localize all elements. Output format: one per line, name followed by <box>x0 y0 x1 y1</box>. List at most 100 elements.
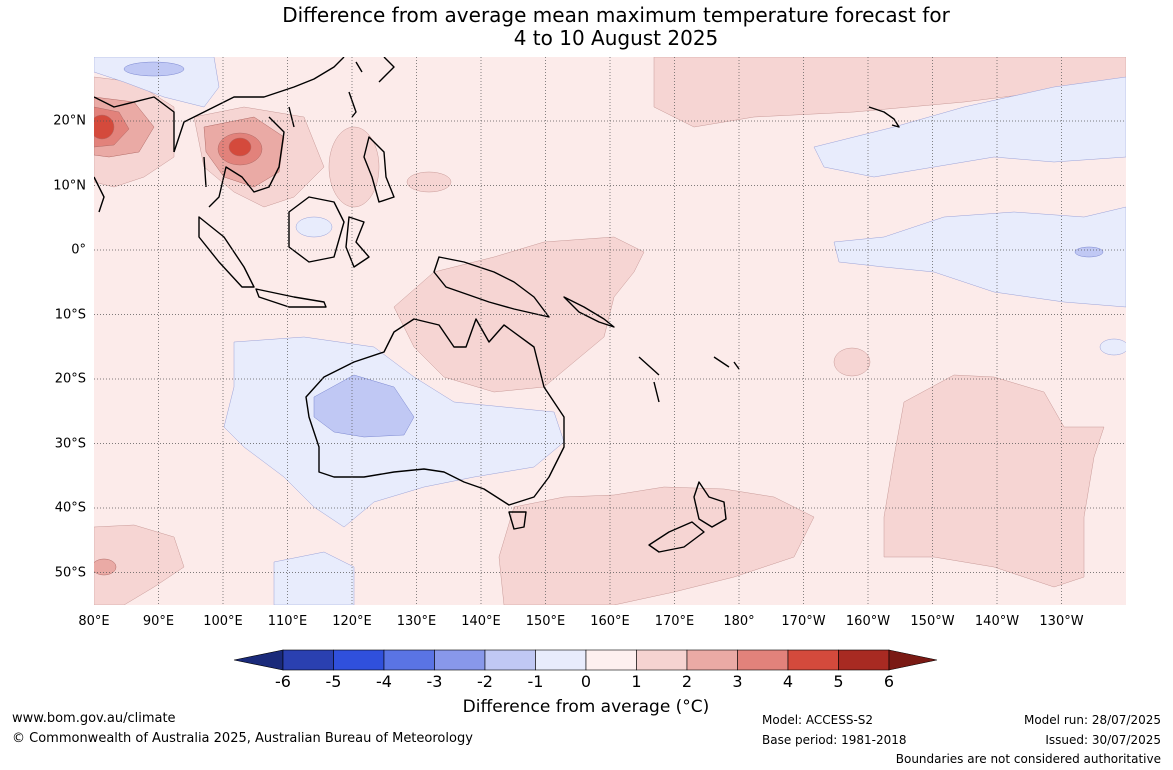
anomaly-region-pacific-cold <box>1074 246 1104 258</box>
x-tick-label: 100°E <box>203 614 243 629</box>
coastline-tasmania <box>508 511 527 530</box>
anomaly-region-india-peak <box>94 114 115 140</box>
x-tick-label: 110°E <box>267 614 308 629</box>
anomaly-region-cook-islands-cool <box>1099 338 1126 356</box>
anomaly-region-fiji <box>833 347 871 377</box>
gridlines <box>94 57 1126 605</box>
colorbar-tick-label: -6 <box>275 672 291 691</box>
x-tick-label: 130°E <box>396 614 437 629</box>
anomaly-region-micronesia <box>406 171 452 193</box>
x-tick-label: 120°E <box>332 614 372 629</box>
colorbar-tick-label: 0 <box>580 672 592 691</box>
title-line-2: 4 to 10 August 2025 <box>513 26 719 50</box>
anomaly-region-southern-ocean-cool <box>273 551 355 605</box>
model-run-date: Model run: 28/07/2025 <box>1023 713 1161 727</box>
anomaly-region-png-coral-sea <box>393 236 645 393</box>
y-tick-label: 30°S <box>54 436 86 451</box>
coastline-philippines <box>363 136 395 203</box>
coastline-java <box>255 288 327 308</box>
coastline-japan-taiwan <box>348 57 395 118</box>
y-tick-label: 10°S <box>54 307 86 322</box>
colorbar-tick-label: 3 <box>732 672 743 691</box>
anomaly-region-southern-ocean <box>94 524 185 605</box>
y-tick-label: 40°S <box>54 500 86 516</box>
y-tick-label: 20°S <box>54 371 86 387</box>
colorbar-cell <box>282 649 334 671</box>
colorbar-cell <box>787 649 839 671</box>
x-tick-label: 170°W <box>781 614 826 629</box>
y-tick-label: 20°N <box>53 113 86 129</box>
colorbar-cell <box>737 649 789 671</box>
coastline-sulawesi <box>345 216 370 268</box>
x-tick-label: 170°E <box>654 614 695 629</box>
colorbar-extend-high <box>888 649 938 671</box>
colorbar-tick-label: -3 <box>426 672 443 691</box>
colorbar-cell <box>686 649 738 671</box>
y-tick-label: 0° <box>71 242 86 258</box>
colorbar-tick-label: 2 <box>681 672 693 691</box>
anomaly-region-borneo-cool <box>295 216 333 238</box>
colorbar-tick-label: 4 <box>782 672 794 691</box>
colorbar-cell <box>838 649 890 671</box>
colorbar-tick-label: 6 <box>883 672 895 691</box>
anomaly-region-asia-cold <box>123 61 185 77</box>
x-tick-label: 150°W <box>910 614 955 629</box>
copyright-text: © Commonwealth of Australia 2025, Austra… <box>12 731 473 746</box>
coastline-new-guinea <box>433 256 550 318</box>
y-tick-label: 10°N <box>53 178 86 193</box>
colder-anomaly-regions <box>123 61 1104 438</box>
colorbar-cell <box>383 649 435 671</box>
colorbar-cell <box>434 649 486 671</box>
bom-url[interactable]: www.bom.gov.au/climate <box>12 711 176 726</box>
x-tick-label: 130°W <box>1039 614 1084 629</box>
chart-title: Difference from average mean maximum tem… <box>0 4 1173 50</box>
hot-anomaly-regions <box>94 96 285 576</box>
x-tick-label: 80°E <box>78 614 110 629</box>
coastline-borneo <box>288 196 345 263</box>
colorbar-cell <box>333 649 385 671</box>
y-tick-label: 50°S <box>54 565 86 580</box>
x-tick-label: 160°W <box>845 614 891 629</box>
anomaly-region-equatorial-pacific-cool <box>833 206 1126 308</box>
x-tick-label: 140°E <box>461 614 501 629</box>
base-period: Base period: 1981-2018 <box>762 733 907 747</box>
x-tick-label: 160°E <box>590 614 630 629</box>
anomaly-region-north-pacific-cool <box>813 76 1126 178</box>
coastline-new-zealand-north <box>693 481 727 528</box>
coastline-southeast-asia <box>173 57 345 208</box>
x-tick-label: 90°E <box>142 614 175 629</box>
anomaly-region-south-pacific <box>883 374 1105 588</box>
colorbar-tick-label: -5 <box>325 672 342 691</box>
forecast-map <box>94 57 1126 605</box>
x-tick-label: 180° <box>723 614 755 629</box>
boundaries-disclaimer: Boundaries are not considered authoritat… <box>895 752 1161 766</box>
x-tick-label: 140°W <box>974 614 1020 629</box>
coastline-solomons <box>563 296 615 328</box>
anomaly-region-tropical-pacific <box>653 57 1126 128</box>
title-line-1: Difference from average mean maximum tem… <box>282 3 950 27</box>
colorbar-tick-label: 5 <box>833 672 844 691</box>
anomaly-region-south-warm <box>94 558 117 576</box>
coastline-new-zealand-south <box>648 521 705 553</box>
colorbar-tick-label: 1 <box>631 672 642 691</box>
colorbar-cell <box>636 649 688 671</box>
anomaly-region-tasman <box>498 486 815 605</box>
colorbar-tick-label: -1 <box>527 672 544 691</box>
colorbar-cell <box>585 649 637 671</box>
issued-date: Issued: 30/07/2025 <box>1045 733 1161 747</box>
coastline-australia <box>305 318 565 506</box>
colorbar-cell <box>484 649 536 671</box>
coastline-sumatra <box>198 216 255 288</box>
colorbar-tick-label: -4 <box>376 672 392 691</box>
colorbar <box>233 649 938 671</box>
colorbar-cell <box>535 649 587 671</box>
x-tick-label: 150°E <box>525 614 566 629</box>
colorbar-tick-label: -2 <box>477 672 493 691</box>
anomaly-region-indochina-peak <box>228 137 252 157</box>
coastline-india <box>94 96 175 213</box>
colorbar-extend-low <box>233 649 284 671</box>
colorbar-title: Difference from average (°C) <box>462 697 710 717</box>
coastline-vanuatu-new-caledonia <box>638 356 740 403</box>
coastline-hawaii <box>868 106 900 128</box>
model-name: Model: ACCESS-S2 <box>762 713 874 727</box>
